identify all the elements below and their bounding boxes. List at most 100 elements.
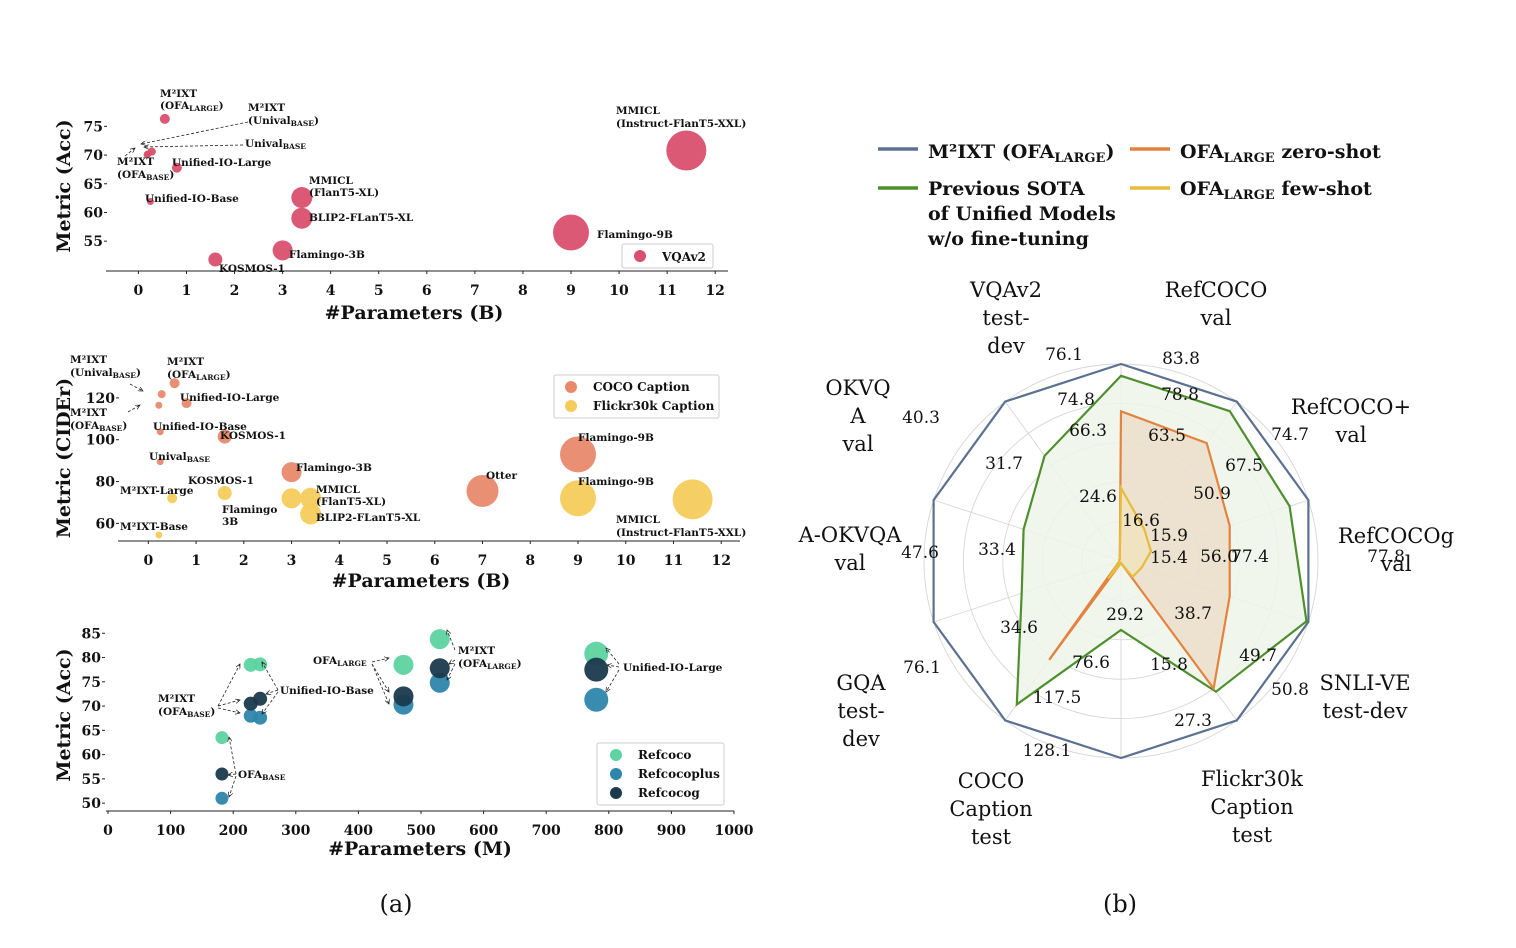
cap-ann-otter: Otter (486, 470, 518, 482)
vqa-ann-flamingo9: Flamingo-9B (597, 229, 673, 241)
vqa-ann-m2ixt-unival-2: (UnivalBASE) (248, 115, 319, 128)
vqa-ann-m2ixt-large-2: (OFALARGE) (160, 100, 224, 113)
vqa-ann-uio-large: Unified-IO-Large (172, 157, 272, 169)
cap-ann-flamingo3: Flamingo-3B (296, 462, 372, 474)
caption-point-coco-caption (281, 462, 302, 483)
caption-point-flickr30k-caption (281, 488, 302, 509)
caption-point-flickr30k-caption (300, 503, 322, 525)
caption-point-coco-caption (466, 474, 499, 507)
radar-axis-label: RefCOCO+ (1291, 395, 1411, 419)
caption-point-coco-caption (560, 436, 596, 473)
refcoco-point-refcocog (215, 767, 229, 781)
vqa-point-vqav2 (553, 214, 589, 251)
vqa-point-vqav2 (291, 207, 313, 229)
vqa-xtick-label: 5 (374, 283, 384, 299)
radar-legend-label-sota-3: w/o fine-tuning (927, 228, 1089, 250)
cap-ann-m2ixt-base: M²IXT-Base (120, 521, 188, 533)
caption-legend: COCO Caption Flickr30k Caption (553, 374, 720, 419)
radar-value-label: 15.8 (1150, 655, 1188, 675)
vqa-ytick-label: 65 (84, 177, 103, 193)
radar-value-label: 77.4 (1231, 547, 1269, 567)
vqa-legend-swatch (634, 250, 646, 262)
caption-xtick-label: 10 (616, 553, 636, 569)
caption-x-ticks: 0 1 2 3 4 5 6 7 8 9 10 11 12 (143, 541, 731, 569)
caption-legend-swatch-coco (565, 381, 577, 393)
caption-point-coco-caption (156, 458, 164, 466)
radar-series-3 (1107, 484, 1153, 580)
refcoco-point-refcocoplus (215, 791, 229, 805)
caption-point-coco-caption (217, 429, 232, 444)
radar-value-label: 117.5 (1033, 688, 1082, 708)
refcoco-point-refcoco (429, 629, 450, 650)
cap-ann-flamingo9-coco: Flamingo-9B (578, 432, 654, 444)
refcoco-xtick-label: 200 (219, 823, 248, 839)
vqa-ann-flamingo3: Flamingo-3B (289, 249, 365, 261)
cap-ann-mmicl-xl-2: (FlanT5-XL) (316, 496, 386, 508)
caption-point-coco-caption (181, 398, 192, 409)
cap-ann-blip2: BLIP2-FLanT5-XL (316, 512, 421, 524)
radar-axis-label: val (1334, 423, 1366, 447)
cap-ann-kosmos-coco: KOSMOS-1 (220, 430, 286, 442)
vqa-ytick-label: 60 (84, 205, 104, 221)
refcoco-xtick-label: 300 (281, 823, 310, 839)
radar-value-label: 128.1 (1023, 741, 1072, 761)
caption-point-coco-caption (169, 378, 180, 389)
caption-xtick-label: 1 (191, 553, 201, 569)
caption-point-flickr30k-caption (155, 531, 163, 539)
vqa-xtick-label: 9 (566, 283, 576, 299)
caption-legend-label-flickr: Flickr30k Caption (593, 399, 715, 413)
radar-axis-label: val (1199, 306, 1231, 330)
radar-axis-label: Caption (1210, 795, 1293, 819)
vqa-ann-unival: UnivalBASE (245, 138, 306, 151)
ref-ann-uio-base: Unified-IO-Base (280, 685, 374, 697)
vqa-point-vqav2 (171, 162, 182, 173)
radar-value-label: 49.7 (1239, 646, 1277, 666)
caption-point-flickr30k-caption (167, 493, 178, 504)
refcoco-legend-label-refcocoplus: Refcocoplus (638, 767, 720, 781)
caption-xtick-label: 0 (143, 553, 153, 569)
caption-x-axis-label: #Parameters (B) (332, 570, 511, 592)
cap-ann-m2ixt-large-2: (OFALARGE) (167, 369, 231, 382)
radar-axis-label: test- (982, 306, 1029, 330)
caption-point-coco-caption (157, 390, 166, 399)
refcoco-point-refcocog (584, 657, 609, 682)
refcoco-y-ticks: 50 55 60 65 70 75 80 85 (82, 626, 105, 812)
vqa-xtick-label: 12 (705, 283, 724, 299)
cap-ann-mmicl-xl-1: MMICL (316, 484, 361, 496)
caption-point-flickr30k-caption (300, 487, 322, 509)
vqa-point-vqav2 (146, 198, 154, 206)
refcoco-legend-swatch-refcocoplus (610, 768, 622, 780)
cap-ann-kosmos-flickr: KOSMOS-1 (188, 475, 254, 487)
radar-value-label: 34.6 (1000, 618, 1038, 638)
vqa-x-axis-label: #Parameters (B) (325, 302, 504, 324)
caption-legend-swatch-flickr (565, 400, 577, 412)
caption-point-coco-caption (155, 401, 163, 409)
refcoco-point-refcoco (215, 731, 229, 745)
radar-value-label: 29.2 (1106, 605, 1144, 625)
radar-chart: 76.1 74.8 66.3 24.6 83.8 78.8 63.5 16.6 74.7 67.5… (798, 278, 1454, 849)
vqa-annotations: M²IXT (OFALARGE) M²IXT (UnivalBASE) Univ… (117, 88, 746, 275)
caption-ytick-label: 80 (96, 475, 116, 491)
refcoco-ytick-label: 55 (82, 772, 101, 788)
refcoco-legend-swatch-refcoco (610, 749, 622, 761)
vqa-ann-blip2: BLIP2-FLanT5-XL (309, 212, 414, 224)
ref-ann-uio-large: Unified-IO-Large (623, 662, 723, 674)
radar-value-label: 15.4 (1150, 548, 1188, 568)
caption-xtick-label: 5 (382, 553, 392, 569)
radar-legend-label-few: OFALARGE few-shot (1180, 178, 1372, 203)
caption-point-flickr30k-caption (672, 479, 713, 520)
refcoco-ytick-label: 70 (82, 699, 102, 715)
vqa-xtick-label: 2 (230, 283, 240, 299)
refcoco-ytick-label: 50 (82, 796, 102, 812)
refcoco-point-refcocog (429, 658, 450, 679)
refcoco-xtick-label: 400 (344, 823, 373, 839)
cap-ann-m2ixt-base-1: M²IXT (70, 407, 107, 419)
vqa-xtick-label: 6 (422, 283, 432, 299)
cap-ann-flamingo3b-1: Flamingo (222, 504, 277, 516)
radar-value-label: 74.7 (1271, 425, 1309, 445)
caption-xtick-label: 8 (525, 553, 535, 569)
vqa-ann-m2ixt-base-1: M²IXT (117, 156, 154, 168)
caption-ytick-label: 100 (86, 433, 115, 449)
